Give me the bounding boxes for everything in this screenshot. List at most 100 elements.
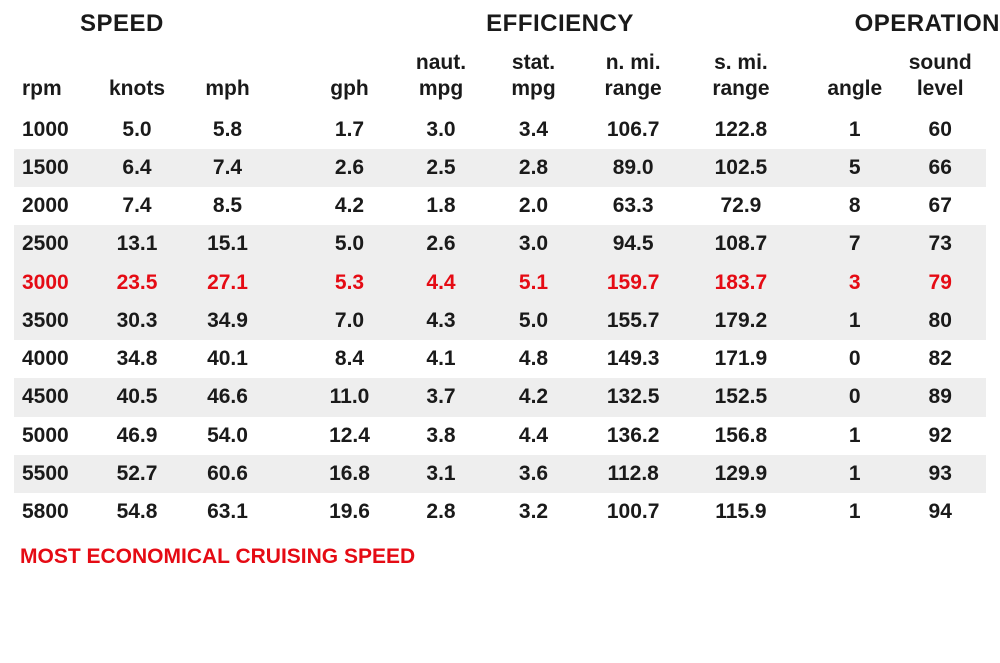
cell-_gap2: [795, 493, 815, 531]
cell-mph: 34.9: [181, 302, 275, 340]
cell-smi_range: 129.9: [687, 455, 795, 493]
cell-_gap1: [274, 302, 305, 340]
cell-naut_mpg: 2.6: [394, 225, 488, 263]
cell-sound: 60: [894, 111, 986, 149]
cell-naut_mpg: 3.7: [394, 378, 488, 416]
cell-gph: 1.7: [305, 111, 394, 149]
cell-gph: 4.2: [305, 187, 394, 225]
cell-_gap1: [274, 378, 305, 416]
cell-knots: 6.4: [93, 149, 180, 187]
cell-smi_range: 102.5: [687, 149, 795, 187]
table-row: 550052.760.616.83.13.6112.8129.9193: [14, 455, 986, 493]
cell-smi_range: 171.9: [687, 340, 795, 378]
cell-sound: 67: [894, 187, 986, 225]
cell-stat_mpg: 3.2: [488, 493, 580, 531]
cell-_gap2: [795, 225, 815, 263]
col-naut_mpg: naut.mpg: [394, 44, 488, 111]
cell-_gap1: [274, 225, 305, 263]
col-_gap1: [274, 44, 305, 111]
cell-naut_mpg: 4.4: [394, 264, 488, 302]
cell-smi_range: 108.7: [687, 225, 795, 263]
cell-knots: 7.4: [93, 187, 180, 225]
cell-_gap1: [274, 187, 305, 225]
col-stat_mpg: stat.mpg: [488, 44, 580, 111]
cell-smi_range: 156.8: [687, 417, 795, 455]
cell-_gap2: [795, 264, 815, 302]
cell-naut_mpg: 4.1: [394, 340, 488, 378]
cell-knots: 52.7: [93, 455, 180, 493]
cell-angle: 1: [815, 417, 894, 455]
cell-stat_mpg: 4.2: [488, 378, 580, 416]
cell-nmi_range: 63.3: [579, 187, 687, 225]
footer-note: MOST ECONOMICAL CRUISING SPEED: [14, 531, 986, 573]
cell-mph: 40.1: [181, 340, 275, 378]
cell-nmi_range: 106.7: [579, 111, 687, 149]
cell-naut_mpg: 3.8: [394, 417, 488, 455]
cell-nmi_range: 89.0: [579, 149, 687, 187]
cell-rpm: 5500: [14, 455, 93, 493]
cell-knots: 30.3: [93, 302, 180, 340]
cell-smi_range: 183.7: [687, 264, 795, 302]
cell-angle: 0: [815, 378, 894, 416]
cell-angle: 0: [815, 340, 894, 378]
cell-angle: 1: [815, 493, 894, 531]
cell-naut_mpg: 3.0: [394, 111, 488, 149]
cell-_gap2: [795, 455, 815, 493]
cell-sound: 82: [894, 340, 986, 378]
table-row: 400034.840.18.44.14.8149.3171.9082: [14, 340, 986, 378]
cell-gph: 5.0: [305, 225, 394, 263]
cell-nmi_range: 100.7: [579, 493, 687, 531]
cell-_gap1: [274, 340, 305, 378]
cell-naut_mpg: 1.8: [394, 187, 488, 225]
cell-mph: 54.0: [181, 417, 275, 455]
cell-_gap2: [795, 340, 815, 378]
performance-table: rpmknotsmphgphnaut.mpgstat.mpgn. mi.rang…: [14, 44, 986, 531]
cell-knots: 5.0: [93, 111, 180, 149]
table-row: 500046.954.012.43.84.4136.2156.8192: [14, 417, 986, 455]
cell-sound: 94: [894, 493, 986, 531]
cell-smi_range: 179.2: [687, 302, 795, 340]
cell-smi_range: 115.9: [687, 493, 795, 531]
cell-naut_mpg: 3.1: [394, 455, 488, 493]
cell-nmi_range: 149.3: [579, 340, 687, 378]
cell-gph: 16.8: [305, 455, 394, 493]
cell-knots: 13.1: [93, 225, 180, 263]
cell-angle: 8: [815, 187, 894, 225]
table-row: 450040.546.611.03.74.2132.5152.5089: [14, 378, 986, 416]
col-_gap2: [795, 44, 815, 111]
cell-rpm: 2000: [14, 187, 93, 225]
cell-_gap2: [795, 149, 815, 187]
cell-mph: 60.6: [181, 455, 275, 493]
cell-_gap1: [274, 417, 305, 455]
cell-rpm: 1500: [14, 149, 93, 187]
cell-rpm: 4000: [14, 340, 93, 378]
col-mph: mph: [181, 44, 275, 111]
cell-stat_mpg: 4.4: [488, 417, 580, 455]
cell-stat_mpg: 4.8: [488, 340, 580, 378]
group-speed: SPEED: [20, 10, 300, 38]
cell-_gap1: [274, 264, 305, 302]
cell-knots: 40.5: [93, 378, 180, 416]
cell-gph: 8.4: [305, 340, 394, 378]
group-efficiency: EFFICIENCY: [300, 10, 820, 38]
cell-sound: 80: [894, 302, 986, 340]
cell-nmi_range: 94.5: [579, 225, 687, 263]
cell-sound: 92: [894, 417, 986, 455]
cell-mph: 8.5: [181, 187, 275, 225]
cell-_gap2: [795, 378, 815, 416]
cell-_gap2: [795, 111, 815, 149]
cell-_gap2: [795, 187, 815, 225]
column-group-header: SPEED EFFICIENCY OPERATION: [14, 10, 986, 44]
cell-sound: 66: [894, 149, 986, 187]
cell-mph: 5.8: [181, 111, 275, 149]
cell-rpm: 1000: [14, 111, 93, 149]
cell-_gap1: [274, 149, 305, 187]
cell-sound: 89: [894, 378, 986, 416]
cell-rpm: 4500: [14, 378, 93, 416]
cell-mph: 46.6: [181, 378, 275, 416]
cell-nmi_range: 132.5: [579, 378, 687, 416]
cell-smi_range: 72.9: [687, 187, 795, 225]
cell-stat_mpg: 2.8: [488, 149, 580, 187]
cell-gph: 12.4: [305, 417, 394, 455]
cell-angle: 3: [815, 264, 894, 302]
